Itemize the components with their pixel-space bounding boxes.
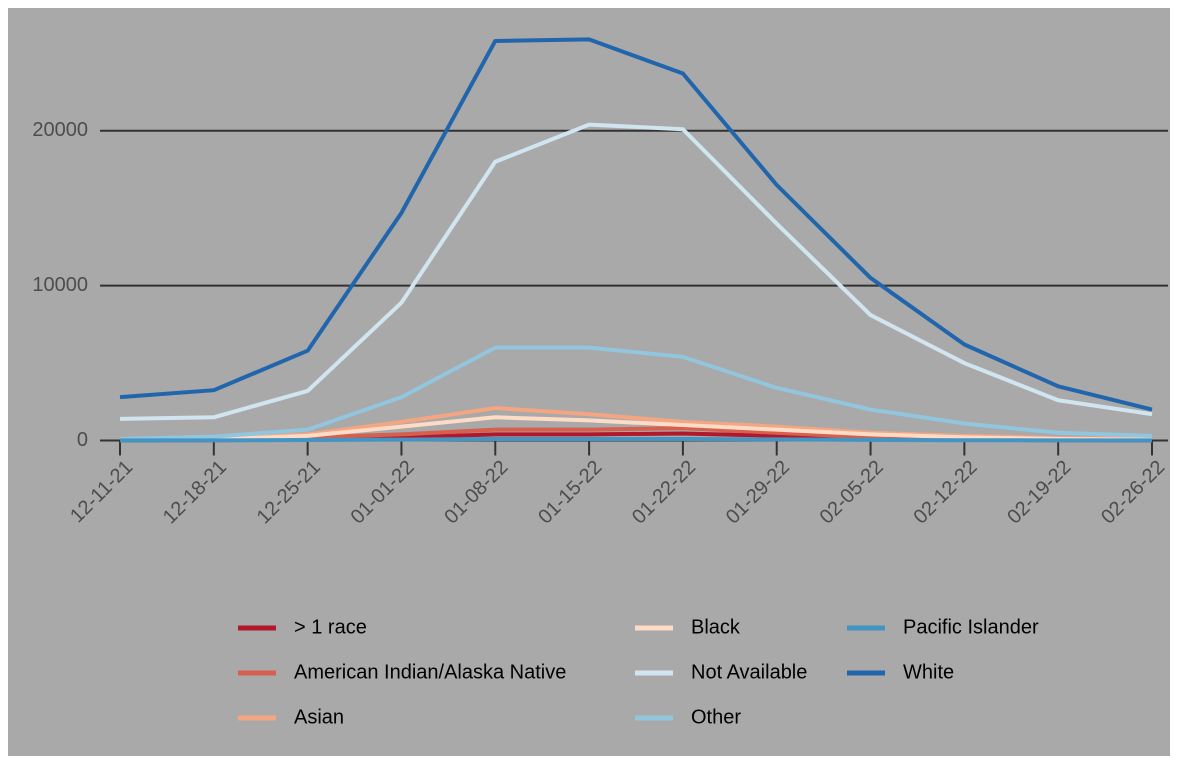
series-line	[119, 37, 1153, 412]
series-line	[119, 122, 1153, 421]
series-line	[119, 436, 1153, 443]
legend-label: Black	[691, 616, 741, 638]
legend-label: Not Available	[691, 661, 807, 683]
series-line	[119, 345, 1153, 441]
legend-label: Asian	[294, 706, 344, 728]
legend-label: American Indian/Alaska Native	[294, 661, 566, 683]
series-line	[119, 415, 1153, 442]
legend-label: Other	[691, 706, 741, 728]
y-tick-label: 10000	[32, 274, 88, 296]
legend-label: Pacific Islander	[903, 616, 1039, 638]
legend-label: > 1 race	[294, 616, 367, 638]
y-tick-label: 0	[77, 429, 88, 451]
legend-label: White	[903, 661, 954, 683]
background	[8, 8, 1170, 756]
y-tick-label: 20000	[32, 119, 88, 141]
